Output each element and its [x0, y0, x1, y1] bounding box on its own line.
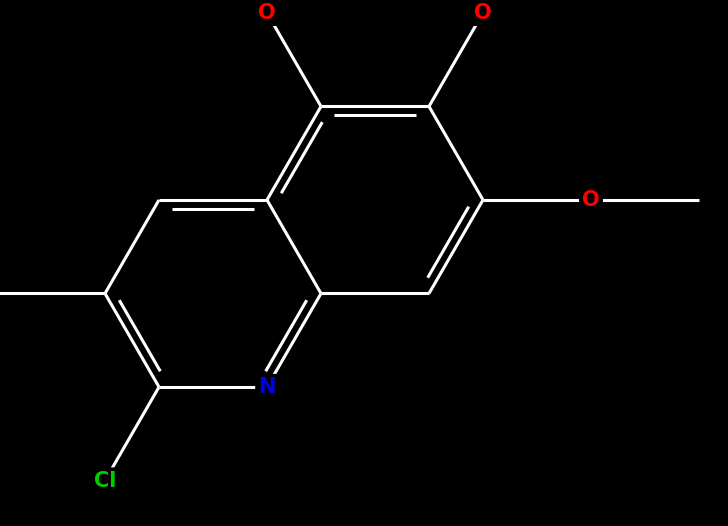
Text: Cl: Cl: [94, 471, 116, 491]
Text: N: N: [258, 377, 276, 397]
Text: O: O: [258, 3, 276, 23]
Text: O: O: [474, 3, 492, 23]
Text: O: O: [582, 190, 600, 210]
